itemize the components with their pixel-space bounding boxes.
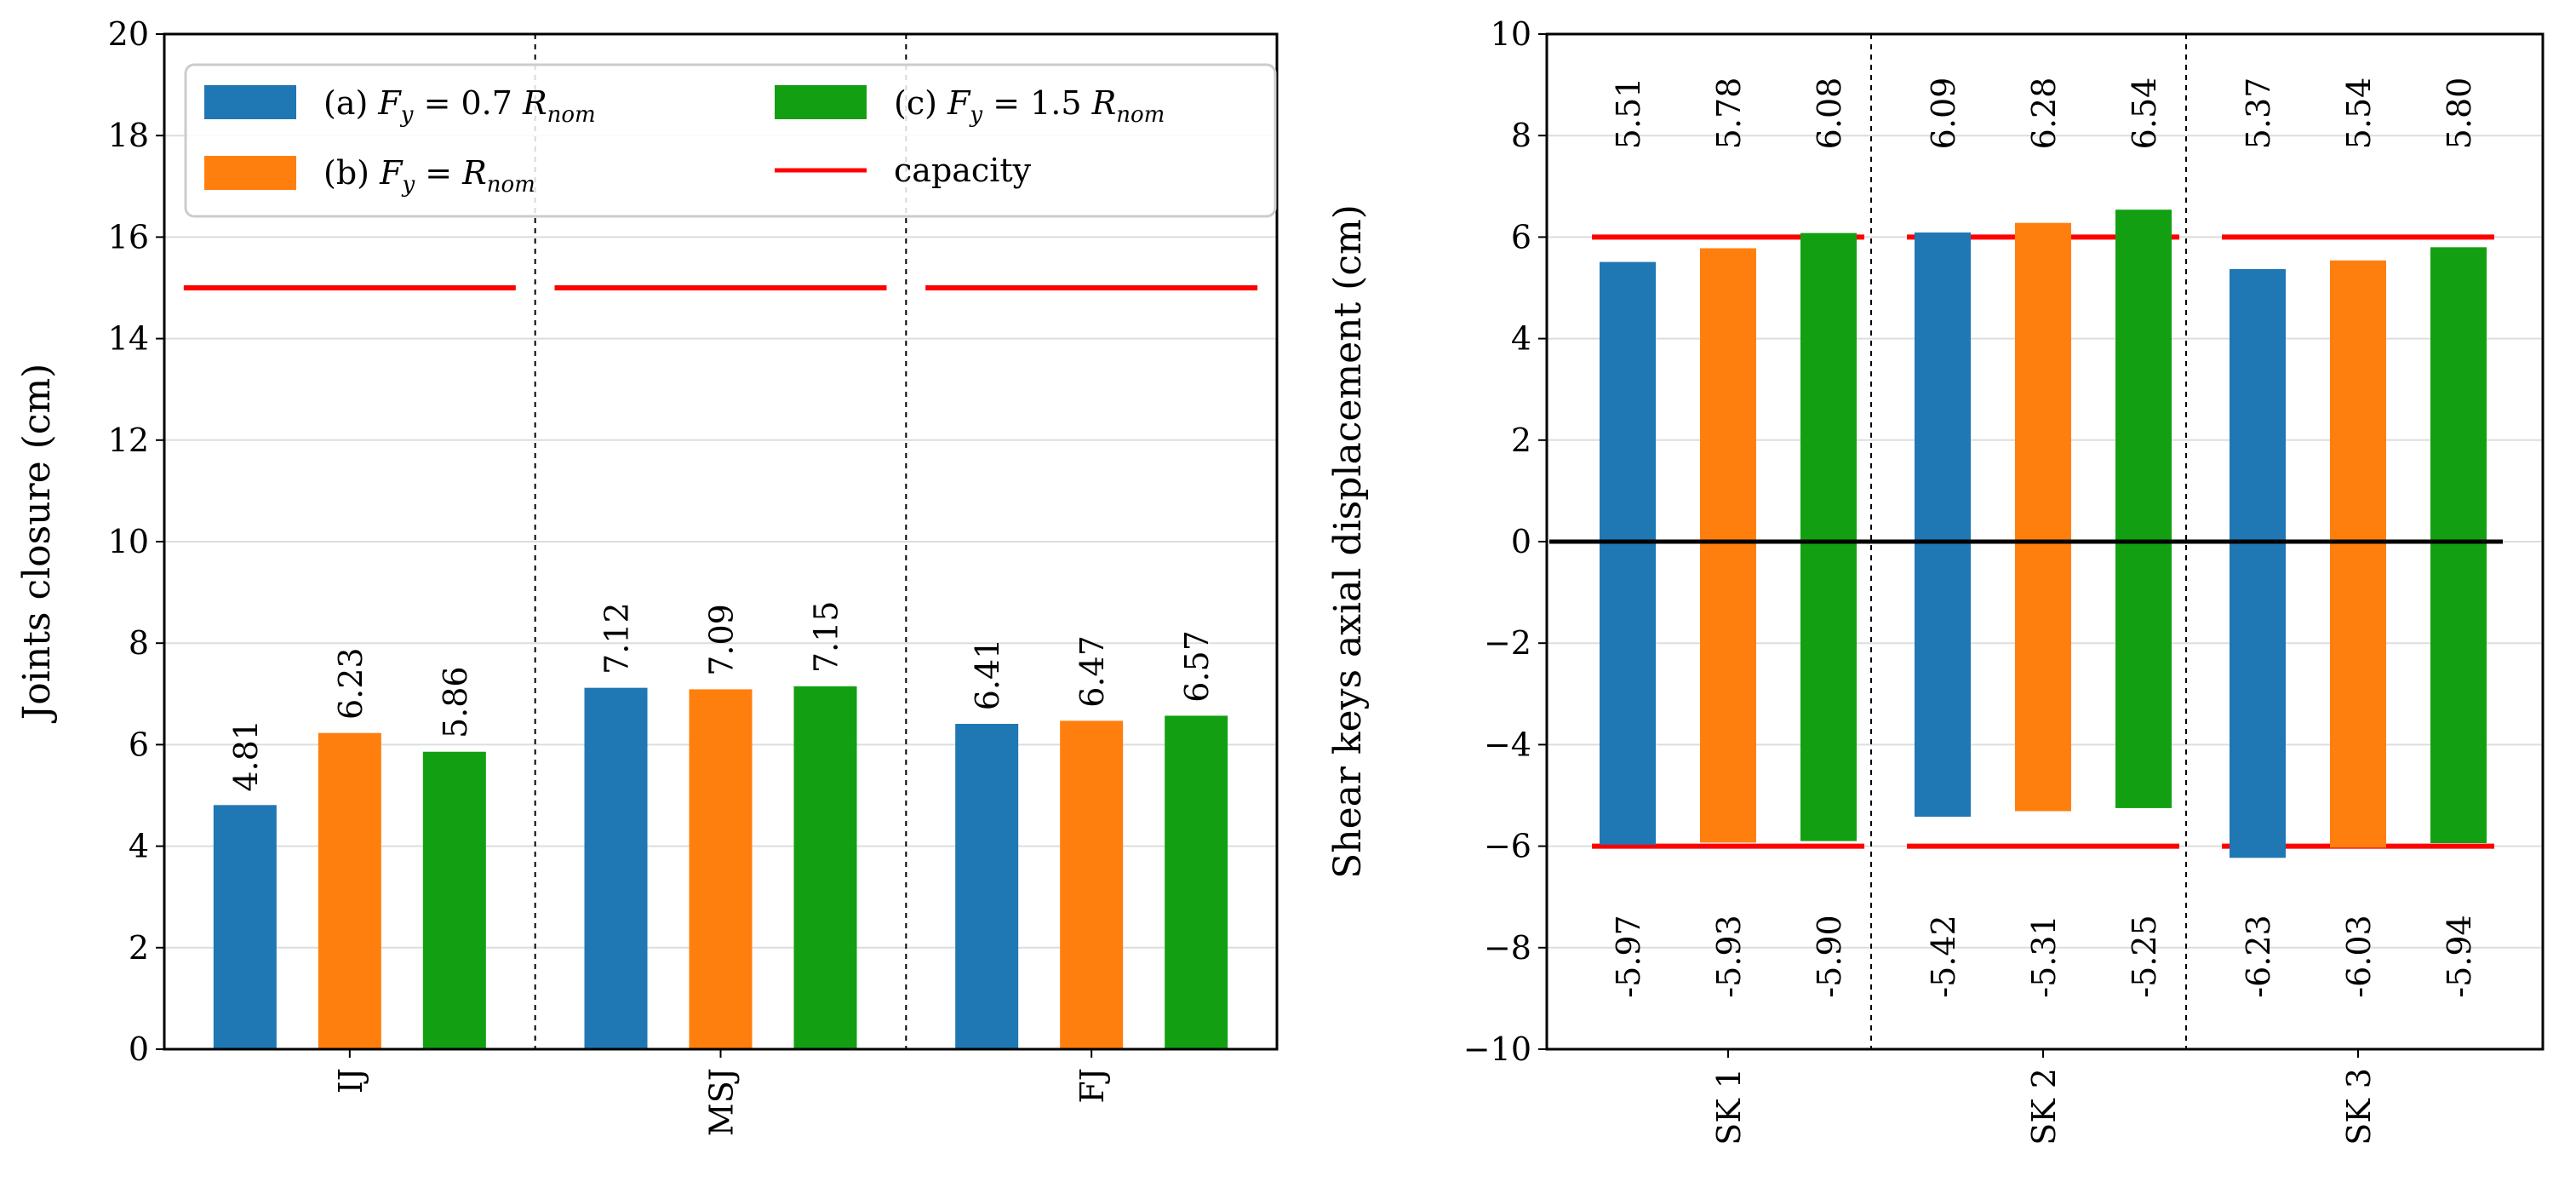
data-label-positive: 6.09	[1925, 77, 1962, 150]
legend-entry-capacity: capacity	[894, 152, 1032, 189]
bar	[955, 723, 1019, 1049]
x-tick-label: FJ	[1073, 1068, 1111, 1104]
y-tick-label: 2	[129, 929, 149, 967]
y-tick-label: 4	[129, 828, 149, 865]
y-tick-label: 16	[108, 218, 149, 255]
x-tick-label: SK 3	[2340, 1068, 2378, 1145]
y-tick-label: 10	[1491, 15, 1531, 53]
y-tick-label: 12	[108, 422, 149, 459]
bar	[318, 732, 381, 1049]
y-tick-label: −10	[1463, 1030, 1531, 1068]
data-label-negative: -5.42	[1925, 915, 1962, 997]
legend: (a) Fy = 0.7 Rnom (b) Fy = Rnom (c) Fy =…	[184, 63, 1277, 218]
y-tick-label: 4	[1511, 320, 1531, 358]
data-label-negative: -6.23	[2240, 915, 2277, 997]
data-label-negative: -6.03	[2340, 915, 2378, 997]
y-tick-label: −2	[1484, 624, 1531, 662]
x-tick-label: SK 2	[2025, 1068, 2063, 1145]
data-label: 6.41	[969, 639, 1006, 711]
bar	[793, 686, 857, 1049]
data-label-positive: 6.08	[1811, 77, 1848, 150]
bar	[2230, 268, 2286, 858]
joints-closure-chart: 4.81 6.23 5.86 IJ 7.12 7.09 7.15 MSJ 6.41 6.47 6.5…	[15, 15, 1279, 1136]
data-label: 6.57	[1178, 630, 1216, 703]
data-label-positive: 5.51	[1610, 77, 1647, 150]
y-tick-label: 18	[108, 117, 149, 154]
bar	[1700, 248, 1756, 843]
legend-swatch-b	[204, 156, 296, 190]
bar	[422, 751, 486, 1049]
y-axis-title: Joints closure (cm)	[15, 364, 59, 724]
bar	[584, 687, 648, 1049]
bar	[1165, 715, 1228, 1049]
legend-swatch-c	[775, 85, 867, 119]
data-label-positive: 6.28	[2025, 77, 2063, 150]
y-tick-label: 0	[1511, 523, 1531, 560]
data-label-positive: 6.54	[2126, 77, 2163, 150]
data-label-negative: -5.97	[1610, 915, 1647, 997]
data-label-positive: 5.80	[2441, 77, 2478, 150]
legend-frame	[184, 63, 1277, 218]
data-label: 7.09	[703, 604, 741, 676]
x-tick-label: IJ	[332, 1068, 369, 1093]
y-tick-label: −8	[1484, 929, 1531, 967]
legend-entry-c: (c) Fy = 1.5 Rnom	[894, 84, 1165, 128]
data-label: 6.23	[332, 647, 369, 720]
data-label-positive: 5.54	[2340, 77, 2378, 150]
legend-swatch-a	[204, 85, 296, 119]
bar	[2015, 222, 2071, 812]
data-label: 6.47	[1073, 635, 1111, 708]
y-axis-title: Shear keys axial displacement (cm)	[1326, 204, 1370, 879]
data-label: 7.12	[598, 602, 636, 674]
y-tick-label: 6	[1511, 218, 1531, 255]
bar	[1915, 232, 1971, 818]
data-label: 5.86	[437, 666, 474, 738]
bar	[2430, 247, 2487, 844]
bar	[689, 689, 753, 1049]
data-label-negative: -5.93	[1710, 915, 1748, 997]
y-tick-label: 10	[108, 523, 149, 560]
y-tick-label: 8	[1511, 117, 1531, 154]
data-label-negative: -5.25	[2126, 915, 2163, 997]
bar	[1800, 232, 1857, 841]
x-tick-label: SK 1	[1710, 1068, 1748, 1145]
data-label-negative: -5.31	[2025, 915, 2063, 997]
data-label-negative: -5.94	[2441, 915, 2478, 997]
y-tick-label: 0	[129, 1030, 149, 1068]
y-tick-label: 2	[1511, 422, 1531, 459]
data-label: 7.15	[808, 601, 845, 674]
y-tick-label: −6	[1484, 828, 1531, 865]
data-label-negative: -5.90	[1811, 915, 1848, 997]
shear-keys-chart: 5.51 -5.97 5.78 -5.93 6.08 -5.90 SK 1 6.09 -5.42…	[1326, 15, 2545, 1145]
bar	[1060, 720, 1124, 1049]
data-label: 4.81	[227, 720, 265, 792]
bar	[2330, 260, 2386, 848]
bar	[2115, 209, 2172, 808]
data-label-positive: 5.37	[2240, 77, 2277, 150]
y-tick-label: 6	[129, 726, 149, 763]
legend-entry-a: (a) Fy = 0.7 Rnom	[323, 84, 596, 128]
x-tick-label: MSJ	[703, 1068, 741, 1136]
y-tick-label: −4	[1484, 726, 1531, 763]
legend-entry-b: (b) Fy = Rnom	[323, 154, 535, 198]
y-tick-label: 8	[129, 624, 149, 662]
y-tick-label: 14	[108, 320, 149, 358]
data-label-positive: 5.78	[1710, 77, 1748, 150]
bar	[213, 805, 277, 1049]
y-tick-label: 20	[108, 15, 149, 53]
bar	[1600, 261, 1656, 845]
